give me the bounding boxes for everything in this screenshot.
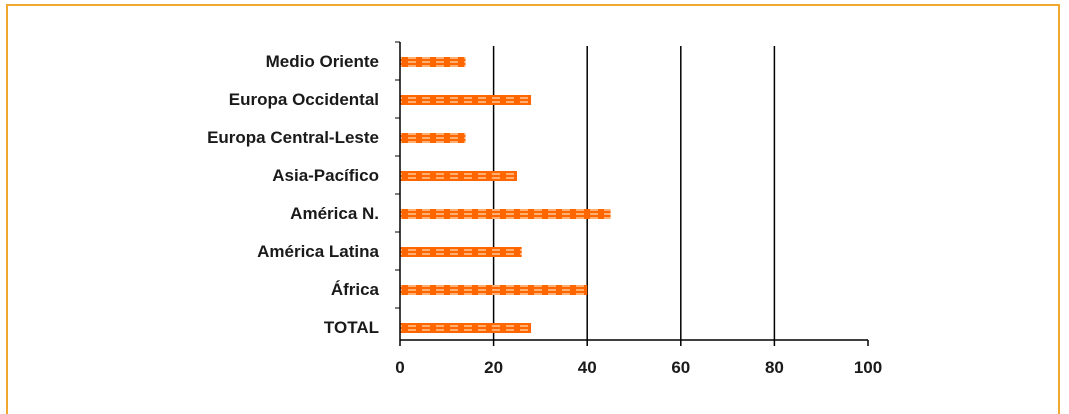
- bar: [400, 171, 517, 181]
- bar: [400, 285, 588, 295]
- bar: [400, 95, 532, 105]
- x-tick-label: 100: [854, 358, 882, 377]
- x-tick-label: 40: [578, 358, 597, 377]
- x-tick-label: 0: [395, 358, 404, 377]
- category-label: África: [331, 280, 380, 299]
- bar: [400, 57, 466, 67]
- bar: [400, 209, 611, 219]
- category-label: Europa Occidental: [229, 90, 379, 109]
- x-tick-label: 60: [671, 358, 690, 377]
- category-label: América Latina: [257, 242, 379, 261]
- bar: [400, 323, 532, 333]
- category-label: Europa Central-Leste: [207, 128, 379, 147]
- category-label: Medio Oriente: [266, 52, 379, 71]
- chart-frame: [6, 4, 1060, 414]
- category-label: Asia-Pacífico: [272, 166, 379, 185]
- x-tick-label: 20: [484, 358, 503, 377]
- bar: [400, 133, 466, 143]
- category-label: TOTAL: [324, 318, 379, 337]
- bar: [400, 247, 522, 257]
- category-label: América N.: [290, 204, 379, 223]
- x-tick-label: 80: [765, 358, 784, 377]
